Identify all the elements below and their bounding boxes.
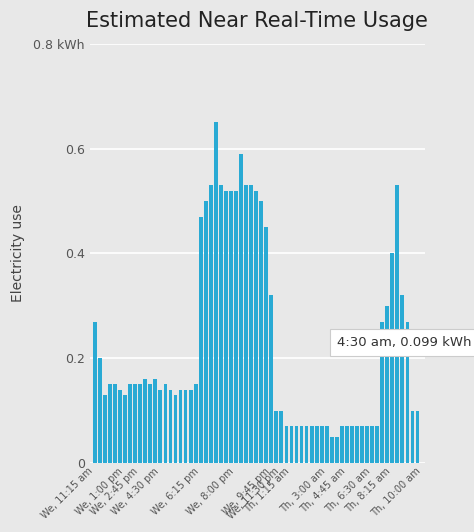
Bar bbox=[184, 389, 188, 463]
Bar bbox=[325, 426, 328, 463]
Bar bbox=[154, 379, 157, 463]
Bar bbox=[148, 385, 152, 463]
Bar bbox=[284, 426, 288, 463]
Bar bbox=[340, 426, 344, 463]
Bar bbox=[224, 190, 228, 463]
Bar bbox=[123, 395, 127, 463]
Bar bbox=[179, 389, 182, 463]
Bar bbox=[214, 122, 218, 463]
Bar bbox=[204, 201, 208, 463]
Bar bbox=[133, 385, 137, 463]
Bar bbox=[345, 426, 349, 463]
Bar bbox=[401, 295, 404, 463]
Bar bbox=[310, 426, 313, 463]
Bar bbox=[391, 253, 394, 463]
Bar bbox=[259, 201, 263, 463]
Bar bbox=[138, 385, 142, 463]
Bar bbox=[173, 395, 177, 463]
Title: Estimated Near Real-Time Usage: Estimated Near Real-Time Usage bbox=[86, 11, 428, 31]
Bar bbox=[249, 185, 253, 463]
Bar bbox=[229, 190, 233, 463]
Bar bbox=[320, 426, 324, 463]
Bar bbox=[113, 385, 117, 463]
Bar bbox=[103, 395, 107, 463]
Bar bbox=[143, 379, 147, 463]
Bar bbox=[406, 321, 410, 463]
Bar bbox=[416, 411, 419, 463]
Bar bbox=[158, 389, 162, 463]
Bar bbox=[169, 389, 173, 463]
Bar bbox=[164, 385, 167, 463]
Bar bbox=[239, 154, 243, 463]
Bar bbox=[330, 437, 334, 463]
Bar bbox=[269, 295, 273, 463]
Bar bbox=[300, 426, 303, 463]
Y-axis label: Electricity use: Electricity use bbox=[11, 204, 25, 302]
Bar bbox=[234, 190, 238, 463]
Bar bbox=[199, 217, 202, 463]
Bar bbox=[365, 426, 369, 463]
Bar bbox=[280, 411, 283, 463]
Bar bbox=[244, 185, 248, 463]
Bar bbox=[189, 389, 192, 463]
Bar bbox=[375, 426, 379, 463]
Bar bbox=[93, 321, 97, 463]
Text: 4:30 am, 0.099 kWh: 4:30 am, 0.099 kWh bbox=[337, 336, 471, 349]
Bar bbox=[380, 321, 384, 463]
Bar bbox=[98, 358, 102, 463]
Bar bbox=[128, 385, 132, 463]
Bar bbox=[335, 437, 339, 463]
Bar bbox=[194, 385, 198, 463]
Bar bbox=[350, 426, 354, 463]
Bar bbox=[355, 426, 359, 463]
Bar bbox=[395, 185, 399, 463]
Bar bbox=[264, 227, 268, 463]
Bar bbox=[219, 185, 223, 463]
Bar bbox=[305, 426, 309, 463]
Bar bbox=[209, 185, 213, 463]
Bar bbox=[254, 190, 258, 463]
Bar bbox=[360, 426, 364, 463]
Bar bbox=[410, 411, 414, 463]
Bar bbox=[274, 411, 278, 463]
Bar bbox=[108, 385, 112, 463]
Bar bbox=[315, 426, 319, 463]
Bar bbox=[385, 306, 389, 463]
Bar bbox=[370, 426, 374, 463]
Bar bbox=[290, 426, 293, 463]
Bar bbox=[118, 389, 122, 463]
Bar bbox=[295, 426, 299, 463]
